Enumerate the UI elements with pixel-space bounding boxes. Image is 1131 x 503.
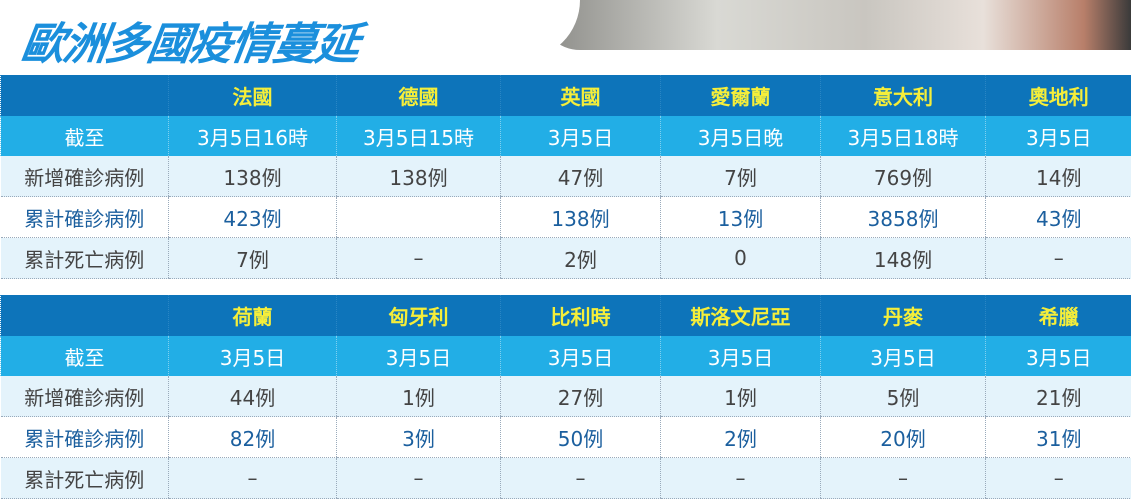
country-name: 意大利 bbox=[820, 75, 986, 116]
table-cell: 3月5日 bbox=[168, 336, 337, 376]
country-name: 奧地利 bbox=[985, 75, 1131, 116]
table-cell: 2例 bbox=[500, 237, 661, 279]
row-label: 新增確診病例 bbox=[0, 376, 169, 417]
header-photo bbox=[540, 0, 1131, 50]
table-cell: 14例 bbox=[985, 156, 1131, 197]
table-cell: 82例 bbox=[168, 416, 337, 458]
total-cases-row: 累計確診病例 423例 138例 13例 3858例 43例 bbox=[0, 196, 1131, 238]
row-label: 新增確診病例 bbox=[0, 156, 169, 197]
country-name: 英國 bbox=[500, 75, 661, 116]
new-cases-row: 新增確診病例 44例 1例 27例 1例 5例 21例 bbox=[0, 376, 1131, 417]
table-cell: 1例 bbox=[660, 376, 821, 417]
country-name: 愛爾蘭 bbox=[660, 75, 821, 116]
table-cell: 3858例 bbox=[820, 196, 986, 238]
deaths-row: 累計死亡病例 7例 –2例 0 148例 – bbox=[0, 237, 1131, 279]
table-cell: 3月5日 bbox=[985, 116, 1131, 156]
country-header-row: 法國 德國 英國 愛爾蘭 意大利 奧地利 bbox=[0, 75, 1131, 116]
row-label: 累計死亡病例 bbox=[0, 237, 169, 279]
table-cell: 47例 bbox=[500, 156, 661, 197]
table-cell: 3月5日 bbox=[660, 336, 821, 376]
table-cell: 138例 bbox=[500, 196, 661, 238]
country-name: 匈牙利 bbox=[336, 295, 501, 336]
as-of-row: 截至 3月5日 3月5日 3月5日 3月5日 3月5日 3月5日 bbox=[0, 336, 1131, 376]
table-cell: – bbox=[985, 237, 1131, 279]
table-cell: 138例 bbox=[168, 156, 337, 197]
table-cell: 7例 bbox=[660, 156, 821, 197]
stats-table-1: 法國 德國 英國 愛爾蘭 意大利 奧地利 截至 3月5日16時 3月5日15時 3月5日 3月5日晚… bbox=[0, 75, 1131, 279]
table-cell: – bbox=[168, 457, 337, 499]
table-cell: 31例 bbox=[985, 416, 1131, 458]
table-cell: 769例 bbox=[820, 156, 986, 197]
country-name: 比利時 bbox=[500, 295, 661, 336]
table-cell: 1例 bbox=[336, 376, 501, 417]
deaths-row: 累計死亡病例 – – – – – – bbox=[0, 457, 1131, 499]
table-cell: 0 bbox=[660, 237, 821, 279]
row-label: 截至 bbox=[0, 336, 169, 376]
table-cell: 13例 bbox=[660, 196, 821, 238]
stats-table-2: 荷蘭 匈牙利 比利時 斯洛文尼亞 丹麥 希臘 截至 3月5日 3月5日 3月5日 3月5日 3月5日 3… bbox=[0, 295, 1131, 499]
table-cell: – bbox=[660, 457, 821, 499]
table-cell: 3例 bbox=[336, 416, 501, 458]
table-cell: 3月5日 bbox=[985, 336, 1131, 376]
table-cell: 44例 bbox=[168, 376, 337, 417]
row-label bbox=[0, 75, 169, 116]
table-cell: 50例 bbox=[500, 416, 661, 458]
page-title: 歐洲多國疫情蔓延 bbox=[17, 19, 361, 70]
country-name: 希臘 bbox=[985, 295, 1131, 336]
decorative-curve bbox=[470, 0, 580, 60]
table-cell: 43例 bbox=[985, 196, 1131, 238]
table-cell: – bbox=[985, 457, 1131, 499]
table-cell: 423例 bbox=[168, 196, 337, 238]
table-cell: 3月5日16時 bbox=[168, 116, 337, 156]
total-cases-row: 累計確診病例 82例 3例 50例 2例 20例 31例 bbox=[0, 416, 1131, 458]
table-cell: 3月5日晚 bbox=[660, 116, 821, 156]
row-label: 截至 bbox=[0, 116, 169, 156]
table-cell: – bbox=[336, 457, 501, 499]
table-cell: 3月5日 bbox=[500, 116, 661, 156]
table-cell: 7例 bbox=[168, 237, 337, 279]
row-label bbox=[0, 295, 169, 336]
table-cell: 2例 bbox=[660, 416, 821, 458]
as-of-row: 截至 3月5日16時 3月5日15時 3月5日 3月5日晚 3月5日18時 3月5日 bbox=[0, 116, 1131, 156]
table-cell: 3月5日 bbox=[500, 336, 661, 376]
country-header-row: 荷蘭 匈牙利 比利時 斯洛文尼亞 丹麥 希臘 bbox=[0, 295, 1131, 336]
table-cell: 21例 bbox=[985, 376, 1131, 417]
table-cell: – bbox=[820, 457, 986, 499]
country-name: 丹麥 bbox=[820, 295, 986, 336]
country-name: 荷蘭 bbox=[168, 295, 337, 336]
table-cell bbox=[336, 196, 501, 238]
table-cell: 3月5日18時 bbox=[820, 116, 986, 156]
table-cell: 3月5日 bbox=[820, 336, 986, 376]
new-cases-row: 新增確診病例 138例 138例 47例 7例 769例 14例 bbox=[0, 156, 1131, 197]
table-cell: 3月5日15時 bbox=[336, 116, 501, 156]
country-name: 德國 bbox=[336, 75, 501, 116]
table-cell: – bbox=[500, 457, 661, 499]
table-cell: 148例 bbox=[820, 237, 986, 279]
table-cell: 138例 bbox=[336, 156, 501, 197]
country-name: 斯洛文尼亞 bbox=[660, 295, 821, 336]
row-label: 累計確診病例 bbox=[0, 416, 169, 458]
table-cell: 5例 bbox=[820, 376, 986, 417]
table-cell: 20例 bbox=[820, 416, 986, 458]
table-cell: 27例 bbox=[500, 376, 661, 417]
row-label: 累計死亡病例 bbox=[0, 457, 169, 499]
table-cell: 3月5日 bbox=[336, 336, 501, 376]
country-name: 法國 bbox=[168, 75, 337, 116]
table-cell: – bbox=[336, 237, 501, 279]
row-label: 累計確診病例 bbox=[0, 196, 169, 238]
